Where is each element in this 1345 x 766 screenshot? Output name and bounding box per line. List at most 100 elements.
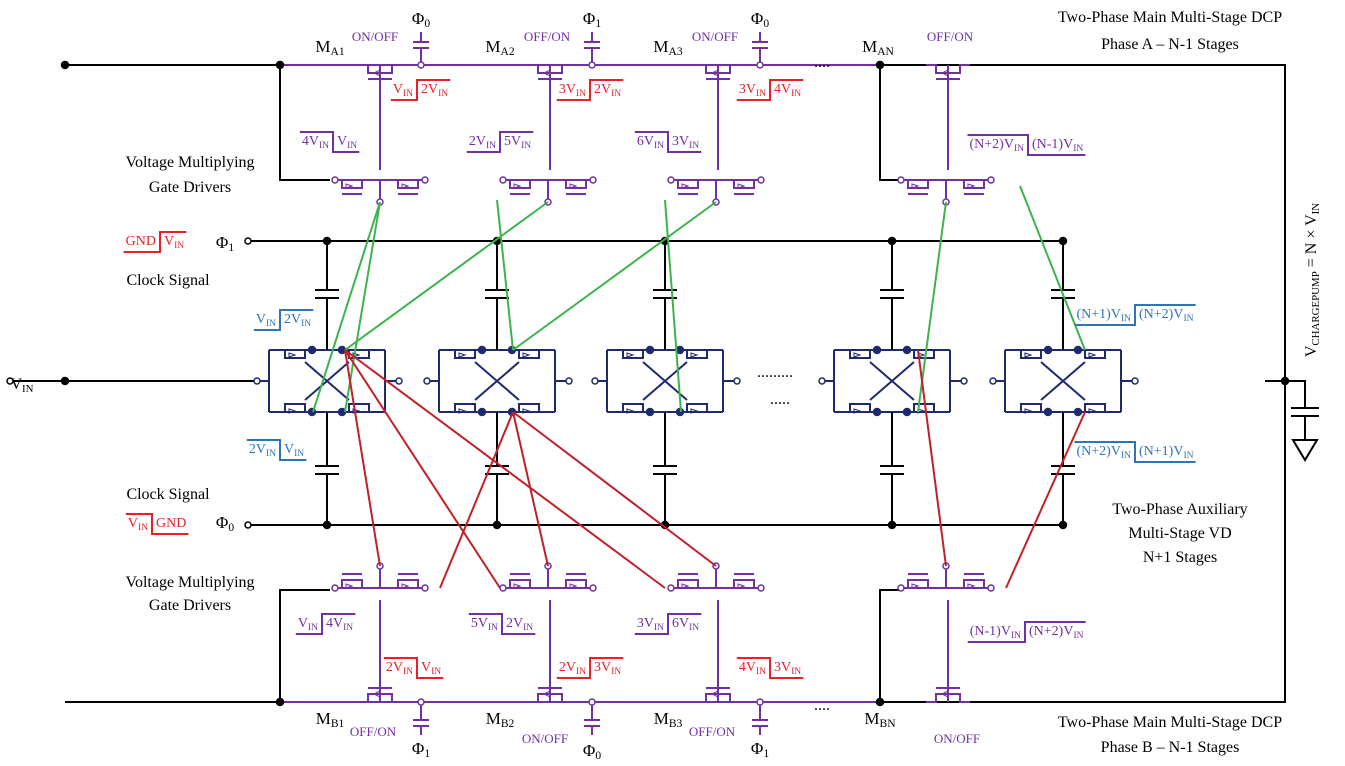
subscript: IN	[756, 89, 766, 99]
text-part: ....	[814, 54, 830, 71]
node	[874, 409, 881, 416]
node	[324, 238, 331, 245]
label: N+1 Stages	[1143, 549, 1217, 566]
subscript: IN	[611, 667, 621, 677]
text-part: M	[485, 37, 500, 56]
subscript: IN	[1183, 314, 1193, 324]
driver-transistor	[900, 180, 936, 188]
subscript: IN	[523, 623, 533, 633]
node	[874, 347, 881, 354]
driver-transistor	[502, 580, 538, 588]
subscript: IN	[431, 667, 441, 677]
label: Φ1	[751, 739, 769, 760]
subscript: 0	[228, 521, 234, 534]
node	[590, 177, 596, 183]
node	[332, 585, 338, 591]
node	[647, 409, 654, 416]
node	[757, 699, 763, 705]
subscript: 1	[595, 17, 601, 30]
cell-cross	[475, 362, 519, 400]
wave-label-to: (N+1)VIN	[1139, 444, 1194, 461]
wave-label-from: 6VIN	[637, 134, 664, 151]
text-part: 3V	[594, 660, 611, 675]
subscript: IN	[1121, 314, 1131, 324]
text-part: 3V	[672, 134, 689, 149]
cell-arrow	[523, 353, 529, 357]
node	[990, 378, 996, 384]
label: MB1	[316, 709, 345, 730]
wave-label-from: 2VIN	[559, 660, 586, 677]
text-part: V	[10, 376, 22, 393]
text-part: (N+1)V	[1139, 444, 1183, 459]
wave-label-from: 2VIN	[469, 134, 496, 151]
subscript: IN	[486, 141, 496, 151]
text-part: V	[164, 234, 174, 249]
subscript: B3	[669, 717, 683, 730]
node	[500, 177, 506, 183]
text-part: Φ	[583, 9, 595, 28]
wave-label-from: 3VIN	[559, 82, 586, 99]
node	[758, 177, 764, 183]
label: ON/OFF	[934, 731, 980, 746]
subscript: IN	[1073, 144, 1083, 154]
text-part: ON/OFF	[692, 29, 738, 44]
label: Gate Drivers	[149, 597, 231, 614]
driver-transistor	[726, 580, 762, 588]
node	[424, 378, 430, 384]
node	[245, 522, 251, 528]
pump-cap	[315, 412, 339, 525]
text-part: V	[421, 660, 431, 675]
subscript: 1	[763, 747, 769, 760]
node	[589, 62, 595, 68]
subscript: IN	[347, 141, 357, 151]
node	[1045, 347, 1052, 354]
cell-transistor	[449, 350, 481, 358]
wave-label-to: 2VIN	[506, 616, 533, 633]
subscript: IN	[138, 523, 148, 533]
wave-label-to: 5VIN	[504, 134, 531, 151]
text-part: 2V	[506, 616, 523, 631]
label: Φ1	[216, 233, 234, 254]
text-part: Gate Drivers	[149, 179, 231, 196]
text-part: V	[393, 82, 403, 97]
node	[668, 177, 674, 183]
text-part: M	[315, 37, 330, 56]
text-part: M	[653, 37, 668, 56]
subscript: IN	[1073, 631, 1083, 641]
node	[479, 409, 486, 416]
text-part: 2V	[559, 660, 576, 675]
node	[422, 177, 428, 183]
subscript: IN	[689, 623, 699, 633]
text-part: 4V	[326, 616, 343, 631]
node	[324, 522, 331, 529]
wave-label-to: (N+2)VIN	[1139, 307, 1194, 324]
boost-cap	[752, 32, 768, 65]
node	[590, 585, 596, 591]
node	[500, 585, 506, 591]
cell-transistor	[1079, 350, 1111, 358]
node	[479, 347, 486, 354]
subscript: IN	[576, 667, 586, 677]
wave-label-to: 3VIN	[774, 660, 801, 677]
text-part: ON/OFF	[352, 29, 398, 44]
label: Multi-Stage VD	[1128, 525, 1231, 542]
wave-label-to: VIN	[337, 134, 357, 151]
subscript: IN	[689, 141, 699, 151]
node	[418, 699, 424, 705]
text-part: 3V	[774, 660, 791, 675]
node	[494, 522, 501, 529]
node	[277, 699, 284, 706]
text-part: M	[316, 709, 331, 728]
node	[668, 585, 674, 591]
ground	[1293, 440, 1317, 460]
node	[245, 238, 251, 244]
text-part: Phase B – N-1 Stages	[1101, 739, 1240, 756]
wave-label-from: 2VIN	[249, 442, 276, 459]
wave-label-from: VIN	[298, 616, 318, 633]
subscript: IN	[611, 89, 621, 99]
text-part: (N+2)V	[1077, 444, 1121, 459]
wave-label-to: (N+2)VIN	[1029, 624, 1084, 641]
cell-arrow	[1089, 353, 1095, 357]
text-part: OFF/ON	[689, 724, 736, 739]
subscript: IN	[343, 623, 353, 633]
